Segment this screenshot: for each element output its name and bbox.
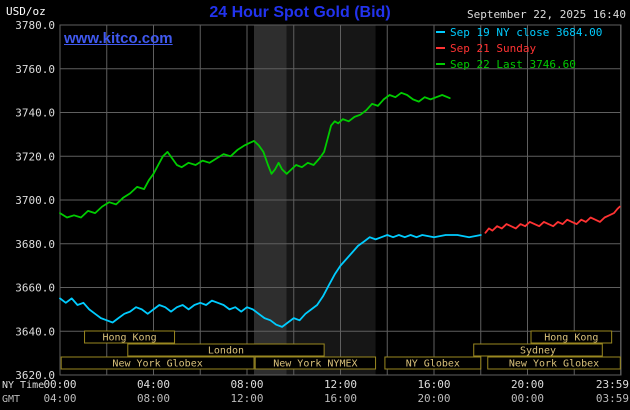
svg-text:08:00: 08:00 (230, 378, 263, 391)
svg-text:3680.0: 3680.0 (15, 238, 55, 251)
svg-text:12:00: 12:00 (230, 392, 263, 405)
legend-swatch (436, 31, 445, 33)
kitco-watermark-link[interactable]: www.kitco.com (64, 30, 173, 47)
session-label: London (208, 346, 244, 357)
svg-text:03:59: 03:59 (596, 392, 629, 405)
legend-label: Sep 19 NY close 3684.00 (450, 25, 603, 39)
session-label: Hong Kong (544, 333, 598, 344)
session-label: New York Globex (112, 359, 202, 370)
svg-text:04:00: 04:00 (137, 378, 170, 391)
svg-text:23:59: 23:59 (596, 378, 629, 391)
chart-datetime: September 22, 2025 16:40 (467, 8, 626, 21)
svg-text:3740.0: 3740.0 (15, 107, 55, 120)
legend-item: Sep 22 Last 3746.60 (436, 56, 602, 72)
legend-label: Sep 22 Last 3746.60 (450, 57, 576, 71)
legend-swatch (436, 47, 445, 49)
session-label: Sydney (520, 346, 556, 357)
legend-swatch (436, 63, 445, 65)
svg-text:3700.0: 3700.0 (15, 194, 55, 207)
units-label: USD/oz (6, 5, 46, 18)
session-box (487, 356, 621, 370)
session-box (254, 356, 377, 370)
session-box (530, 330, 613, 344)
legend: Sep 19 NY close 3684.00 Sep 21 Sunday Sep … (436, 24, 602, 72)
svg-text:12:00: 12:00 (324, 378, 357, 391)
legend-label: Sep 21 Sunday (450, 41, 537, 55)
svg-text:08:00: 08:00 (137, 392, 170, 405)
session-label: New York NYMEX (273, 359, 357, 370)
svg-text:3720.0: 3720.0 (15, 150, 55, 163)
session-box (84, 330, 176, 344)
session-box (384, 356, 482, 370)
svg-text:3620.0: 3620.0 (15, 369, 55, 382)
session-label: NY Globex (406, 359, 460, 370)
svg-text:16:00: 16:00 (324, 392, 357, 405)
svg-text:04:00: 04:00 (43, 392, 76, 405)
session-label: Hong Kong (102, 333, 156, 344)
session-box (473, 343, 603, 357)
svg-text:16:00: 16:00 (417, 378, 450, 391)
svg-text:20:00: 20:00 (417, 392, 450, 405)
session-box (60, 356, 255, 370)
svg-text:3660.0: 3660.0 (15, 282, 55, 295)
svg-text:00:00: 00:00 (43, 378, 76, 391)
session-label: New York Globex (509, 359, 599, 370)
svg-text:NY Time: NY Time (2, 380, 44, 391)
svg-text:GMT: GMT (2, 394, 20, 405)
session-box (127, 343, 325, 357)
svg-text:3760.0: 3760.0 (15, 63, 55, 76)
legend-item: Sep 19 NY close 3684.00 (436, 24, 602, 40)
chart-title: 24 Hour Spot Gold (Bid) (209, 4, 391, 21)
svg-text:20:00: 20:00 (511, 378, 544, 391)
legend-item: Sep 21 Sunday (436, 40, 602, 56)
svg-text:3640.0: 3640.0 (15, 325, 55, 338)
svg-text:3780.0: 3780.0 (15, 19, 55, 32)
svg-text:00:00: 00:00 (511, 392, 544, 405)
